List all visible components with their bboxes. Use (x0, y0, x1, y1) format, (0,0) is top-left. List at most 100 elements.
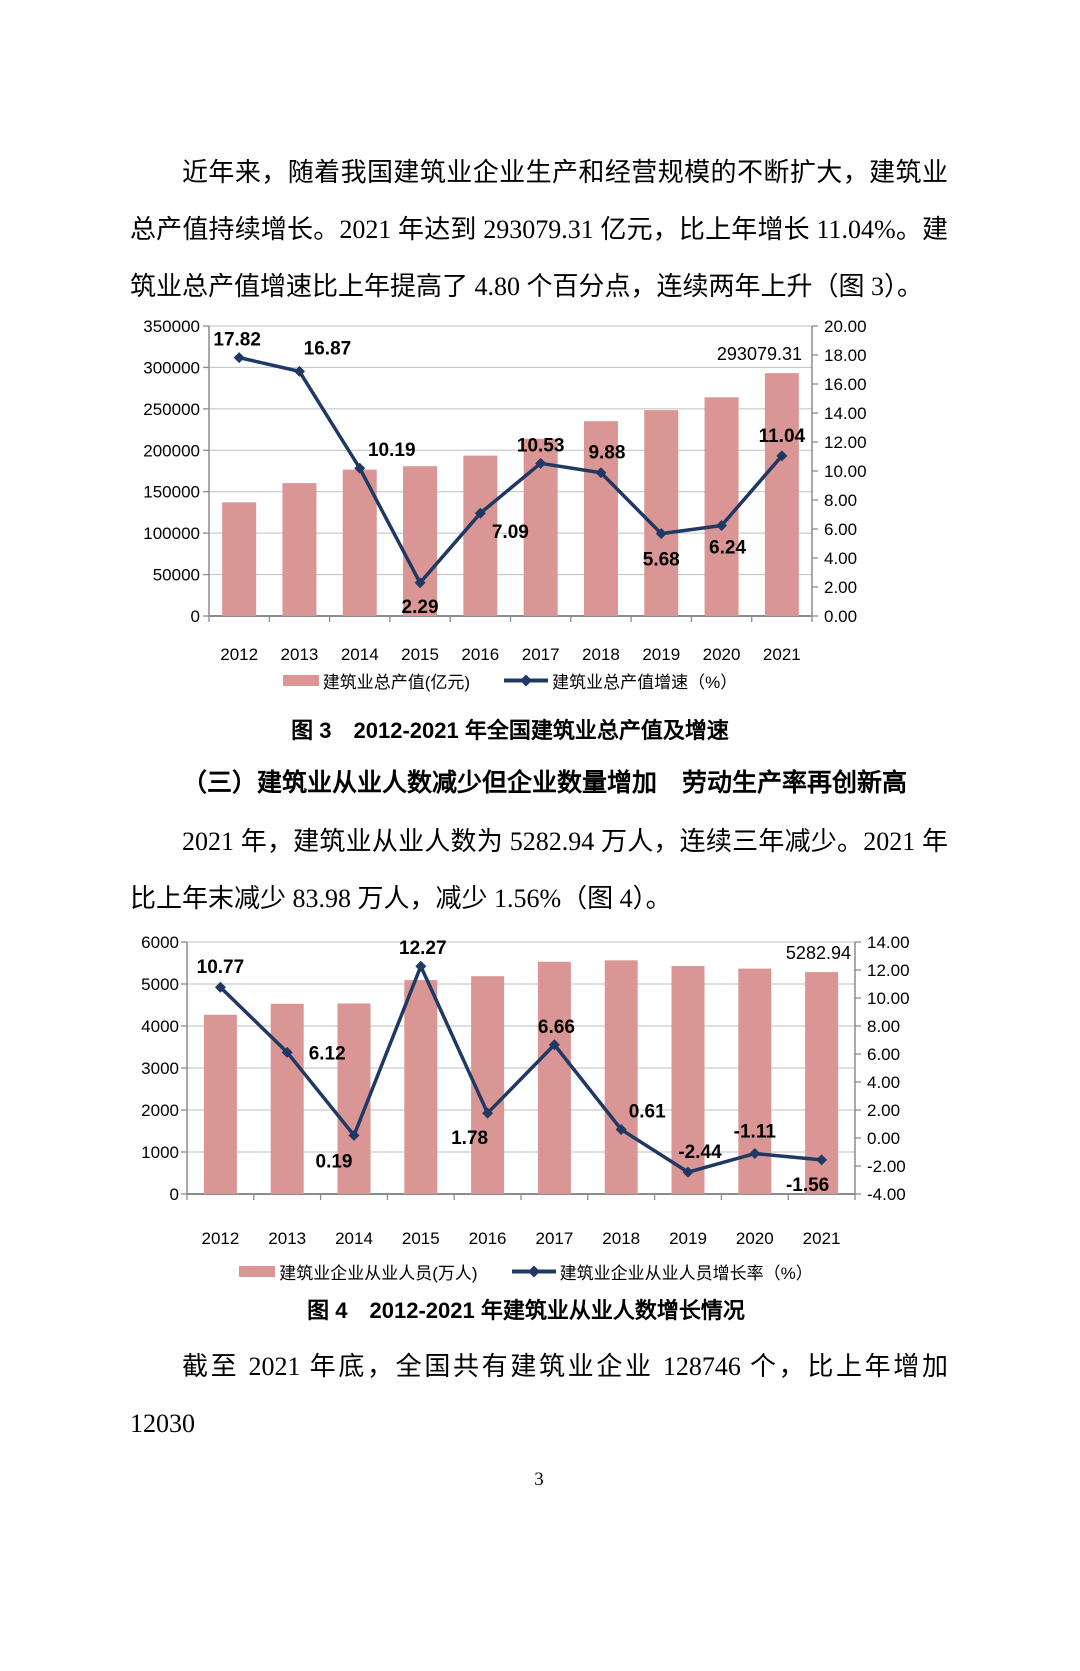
point-2020 (749, 1148, 761, 1160)
svg-text:2013: 2013 (281, 645, 319, 664)
bar-2013 (282, 483, 317, 616)
svg-text:10.77: 10.77 (197, 957, 245, 978)
svg-text:6.12: 6.12 (309, 1043, 346, 1064)
svg-text:2012: 2012 (220, 645, 258, 664)
svg-text:6.00: 6.00 (824, 520, 857, 539)
point-2015 (415, 960, 427, 972)
svg-text:20.00: 20.00 (824, 317, 867, 336)
svg-text:7.09: 7.09 (492, 522, 529, 543)
svg-text:100000: 100000 (143, 524, 200, 543)
bar-2020 (738, 968, 772, 1194)
svg-text:2015: 2015 (401, 645, 439, 664)
svg-text:10.53: 10.53 (517, 435, 565, 456)
svg-text:2020: 2020 (703, 645, 741, 664)
bar-series (222, 373, 799, 616)
bar-series-swatch-icon (239, 1266, 276, 1277)
svg-text:2.00: 2.00 (867, 1101, 900, 1120)
svg-text:9.88: 9.88 (588, 443, 625, 464)
point-2021 (816, 1154, 828, 1166)
page-number: 3 (534, 1469, 544, 1490)
point-2013 (281, 1046, 293, 1058)
figure4-chart: 0 1000 2000 3000 4000 5000 6000 -4.00 -2.00 0.00 2… (141, 933, 909, 1247)
figure4-legend: 建筑业企业从业人员(万人) 建筑业企业从业人员增长率（%） (130, 1259, 922, 1284)
svg-text:2017: 2017 (535, 1229, 573, 1247)
svg-text:200000: 200000 (143, 441, 200, 460)
svg-text:2014: 2014 (341, 645, 379, 664)
bar-2015 (404, 980, 438, 1194)
svg-text:8.00: 8.00 (867, 1017, 900, 1036)
legend-item-line-series: 建筑业总产值增速（%） (504, 668, 737, 693)
svg-text:0.00: 0.00 (824, 607, 857, 626)
svg-text:150000: 150000 (143, 483, 200, 502)
svg-text:0: 0 (191, 607, 200, 626)
svg-text:-2.00: -2.00 (867, 1157, 906, 1176)
bar-2018 (583, 421, 618, 616)
bar-2017 (537, 961, 571, 1194)
svg-text:12.27: 12.27 (399, 938, 447, 959)
point-2016 (482, 1107, 494, 1119)
svg-text:2013: 2013 (268, 1229, 306, 1247)
svg-text:16.87: 16.87 (304, 338, 352, 359)
point-2021 (776, 450, 788, 462)
legend-label-bar-series: 建筑业企业从业人员(万人) (279, 1264, 478, 1283)
line-series (214, 960, 828, 1178)
svg-text:0: 0 (170, 1185, 179, 1204)
svg-text:2016: 2016 (461, 645, 499, 664)
point-2012 (214, 981, 226, 993)
point-2014 (354, 462, 366, 474)
figure4-caption: 图 4 2012-2021 年建筑业从业人数增长情况 (307, 1298, 745, 1323)
svg-text:2000: 2000 (141, 1101, 179, 1120)
svg-text:17.82: 17.82 (213, 330, 261, 351)
svg-text:-2.44: -2.44 (678, 1142, 722, 1163)
bar-2013 (270, 1003, 304, 1194)
svg-text:18.00: 18.00 (824, 346, 867, 365)
point-2014 (348, 1129, 360, 1141)
svg-text:5.68: 5.68 (643, 550, 680, 571)
line-series (233, 352, 788, 589)
svg-text:2018: 2018 (602, 1229, 640, 1247)
bar-2020 (704, 397, 739, 616)
point-2019 (682, 1166, 694, 1178)
svg-text:14.00: 14.00 (867, 933, 910, 952)
bar-2019 (671, 966, 705, 1194)
figure3-legend: 建筑业总产值(亿元) 建筑业总产值增速（%） (130, 668, 890, 693)
svg-text:2018: 2018 (582, 645, 620, 664)
data-labels: 10.77 6.12 0.19 12.27 1.78 6.66 0.61 -2.44 -1.11… (197, 938, 851, 1196)
svg-text:4.00: 4.00 (824, 549, 857, 568)
svg-text:2020: 2020 (736, 1229, 774, 1247)
point-2015 (414, 577, 426, 589)
svg-text:1000: 1000 (141, 1143, 179, 1162)
svg-text:12.00: 12.00 (824, 433, 867, 452)
svg-text:6000: 6000 (141, 933, 179, 952)
bar-2021 (764, 373, 799, 616)
bar-series-swatch-icon (282, 675, 319, 686)
bar-series (203, 960, 839, 1194)
svg-text:6.00: 6.00 (867, 1045, 900, 1064)
bar-2016 (463, 455, 498, 616)
figure3-chart: 0 50000 100000 150000 200000 250000 300000 3500… (143, 317, 867, 664)
point-2012 (233, 352, 245, 364)
point-2018 (615, 1123, 627, 1135)
svg-text:50000: 50000 (153, 566, 200, 585)
svg-text:12.00: 12.00 (867, 961, 910, 980)
figure-4: 0 1000 2000 3000 4000 5000 6000 -4.00 -2.00 0.00 2… (130, 927, 948, 1324)
axes: 0 1000 2000 3000 4000 5000 6000 -4.00 -2.00 0.00 2… (141, 933, 909, 1247)
point-2017 (548, 1039, 560, 1051)
bar-2018 (604, 960, 638, 1194)
point-2016 (474, 507, 486, 519)
document-page: 近年来，随着我国建筑业企业生产和经营规模的不断扩大，建筑业总产值持续增长。202… (0, 144, 1080, 1671)
legend-item-bar-series: 建筑业总产值(亿元) (282, 668, 470, 693)
section-heading: （三）建筑业从业人数减少但企业数量增加 劳动生产率再创新高 (182, 769, 908, 797)
svg-text:2021: 2021 (763, 645, 801, 664)
figure-3: 0 50000 100000 150000 200000 250000 300000 3500… (130, 315, 948, 744)
line-series-marker-icon (504, 674, 549, 687)
svg-text:2016: 2016 (469, 1229, 507, 1247)
svg-text:10.00: 10.00 (824, 462, 867, 481)
bar-2015 (403, 466, 438, 616)
svg-text:0.00: 0.00 (867, 1129, 900, 1148)
svg-text:10.00: 10.00 (867, 989, 910, 1008)
svg-text:-4.00: -4.00 (867, 1185, 906, 1204)
paragraph-3: 截至 2021 年底，全国共有建筑业企业 128746 个，比上年增加 1203… (130, 1352, 948, 1438)
bar-2014 (337, 1003, 371, 1194)
bar-2019 (644, 410, 679, 616)
